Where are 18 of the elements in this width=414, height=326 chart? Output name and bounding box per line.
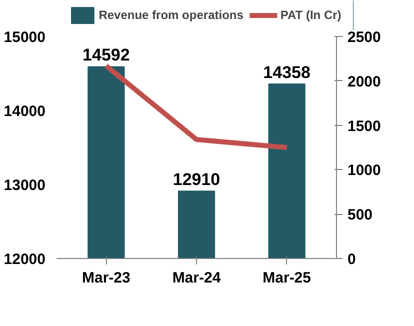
data-label: 14592 <box>82 46 130 65</box>
data-label: 14358 <box>263 63 310 82</box>
data-label: 12910 <box>172 170 220 190</box>
y-tick-label: 15000 <box>4 29 46 46</box>
y-tick-label: 14000 <box>4 103 46 120</box>
y2-tick-label: 1500 <box>348 118 381 135</box>
y2-tick-label: 1000 <box>348 162 381 180</box>
x-tick-label: Mar-24 <box>172 270 222 286</box>
y2-tick-label: 500 <box>348 206 373 224</box>
y-tick-label: 13000 <box>4 177 46 194</box>
x-tick-label: Mar-23 <box>82 270 130 286</box>
legend-label: PAT (In Cr) <box>280 8 342 22</box>
legend-label: Revenue from operations <box>98 8 244 22</box>
y2-tick-label: 2500 <box>348 29 381 46</box>
y-tick-label: 12000 <box>4 251 46 268</box>
y2-tick-label: 0 <box>348 251 356 268</box>
y2-tick-label: 2000 <box>348 73 381 90</box>
x-tick-label: Mar-25 <box>262 270 312 286</box>
